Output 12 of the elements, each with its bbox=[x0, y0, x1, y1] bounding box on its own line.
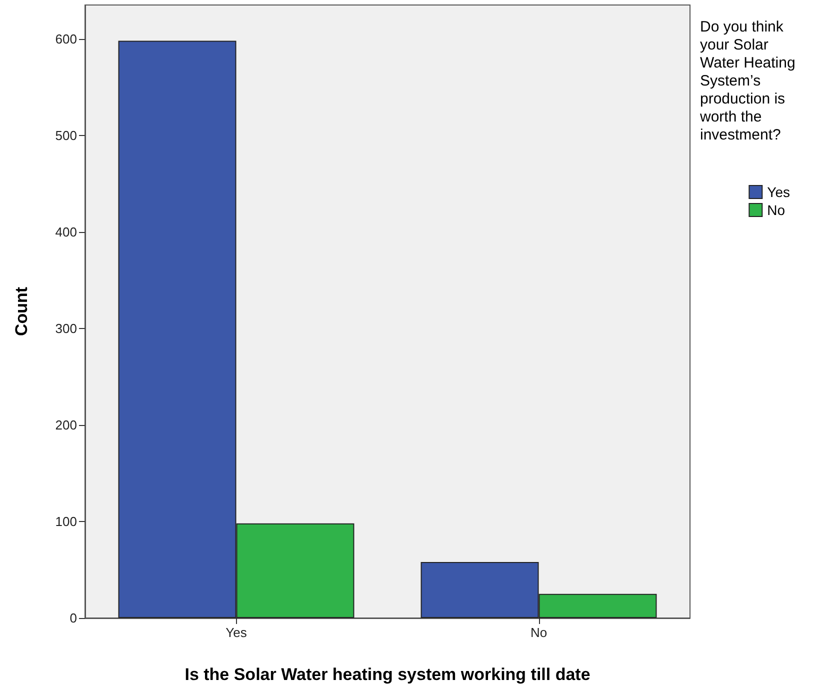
y-axis-title: Count bbox=[12, 286, 31, 336]
y-tick-label: 0 bbox=[70, 610, 77, 626]
y-tick-label: 300 bbox=[55, 320, 77, 336]
legend-label: No bbox=[767, 202, 786, 218]
y-tick-label: 200 bbox=[55, 417, 77, 432]
legend-label: Yes bbox=[767, 184, 790, 200]
x-axis-title: Is the Solar Water heating system working till date bbox=[184, 665, 590, 684]
legend-title: Do you think your Solar Water Heating System’s production is worth the investment? bbox=[699, 18, 800, 144]
y-tick-label: 600 bbox=[55, 31, 77, 46]
y-tick-label: 100 bbox=[55, 514, 77, 529]
y-tick-label: 400 bbox=[55, 224, 77, 240]
y-tick-label: 500 bbox=[55, 128, 77, 143]
